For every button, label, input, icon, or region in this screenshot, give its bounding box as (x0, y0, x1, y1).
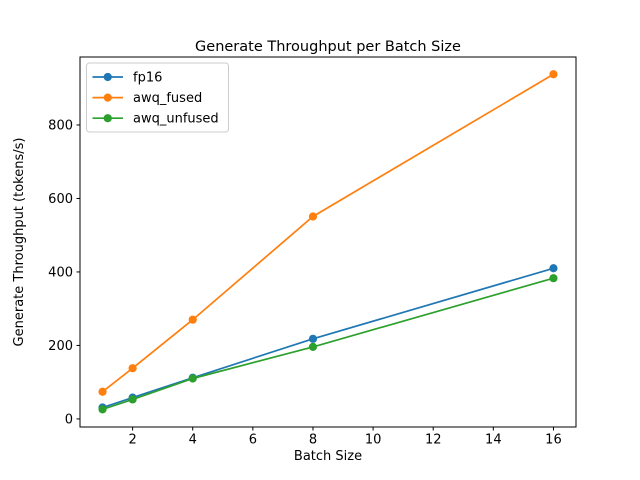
legend-label-awq_unfused: awq_unfused (133, 112, 219, 127)
data-point-awq_fused-8 (308, 212, 318, 221)
data-point-fp16-8 (308, 334, 318, 343)
legend-label-awq_fused: awq_fused (133, 91, 202, 106)
x-tick-label: 12 (425, 433, 442, 448)
data-point-awq_unfused-1 (98, 405, 107, 414)
data-point-awq_fused-4 (188, 315, 197, 324)
legend-label-fp16: fp16 (133, 71, 162, 86)
chart-title: Generate Throughput per Batch Size (195, 39, 461, 55)
legend-marker-awq_fused (103, 93, 112, 102)
legend-item-awq_unfused: awq_unfused (92, 112, 219, 127)
x-axis: 2 4 6 8 10 12 14 16 (128, 427, 562, 448)
series-line-awq_unfused (101, 277, 555, 411)
legend-marker-fp16 (103, 72, 112, 82)
series-fp16 (98, 264, 558, 412)
y-tick-label: 400 (48, 265, 73, 280)
x-tick-label: 2 (128, 433, 136, 448)
y-tick-label: 200 (48, 339, 73, 354)
y-tick-label: 800 (48, 118, 73, 133)
y-tick-label: 600 (48, 192, 73, 207)
x-axis-label: Batch Size (294, 449, 362, 464)
x-tick-label: 8 (309, 433, 317, 448)
data-point-awq_fused-2 (128, 364, 137, 373)
y-axis: 0 200 400 600 800 (48, 118, 80, 427)
legend: fp16 awq_fused awq_unfused (86, 62, 229, 133)
series-awq_fused (98, 70, 558, 396)
x-tick-label: 16 (545, 433, 562, 448)
data-point-awq_unfused-8 (308, 342, 318, 352)
plot-border (79, 56, 577, 428)
data-point-awq_fused-16 (549, 70, 558, 79)
series-awq_unfused (98, 274, 558, 414)
legend-item-fp16: fp16 (92, 71, 162, 86)
x-tick-label: 4 (189, 433, 197, 448)
data-point-awq_unfused-16 (549, 274, 558, 283)
legend-marker-awq_unfused (103, 114, 112, 123)
data-point-awq_unfused-4 (188, 374, 197, 383)
x-tick-label: 6 (249, 433, 257, 448)
legend-item-awq_fused: awq_fused (92, 91, 202, 106)
x-tick-label: 10 (365, 433, 382, 448)
data-point-fp16-16 (549, 264, 558, 273)
legend-box (86, 62, 229, 133)
x-tick-label: 14 (485, 433, 502, 448)
y-axis-label: Generate Throughput (tokens/s) (12, 138, 27, 347)
y-tick-label: 0 (65, 412, 73, 427)
data-point-awq_unfused-2 (128, 395, 137, 404)
data-point-awq_fused-1 (98, 387, 107, 396)
